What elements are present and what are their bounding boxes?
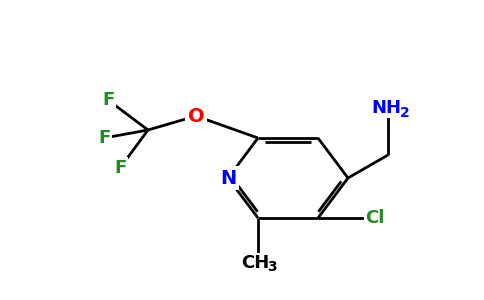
Text: NH: NH <box>371 99 401 117</box>
Text: F: F <box>102 91 114 109</box>
Text: O: O <box>188 106 204 125</box>
Text: CH: CH <box>241 254 269 272</box>
Text: N: N <box>220 169 236 188</box>
Text: F: F <box>114 159 126 177</box>
Text: 3: 3 <box>267 260 277 274</box>
Text: F: F <box>98 129 110 147</box>
Text: Cl: Cl <box>365 209 385 227</box>
Text: 2: 2 <box>400 106 410 120</box>
